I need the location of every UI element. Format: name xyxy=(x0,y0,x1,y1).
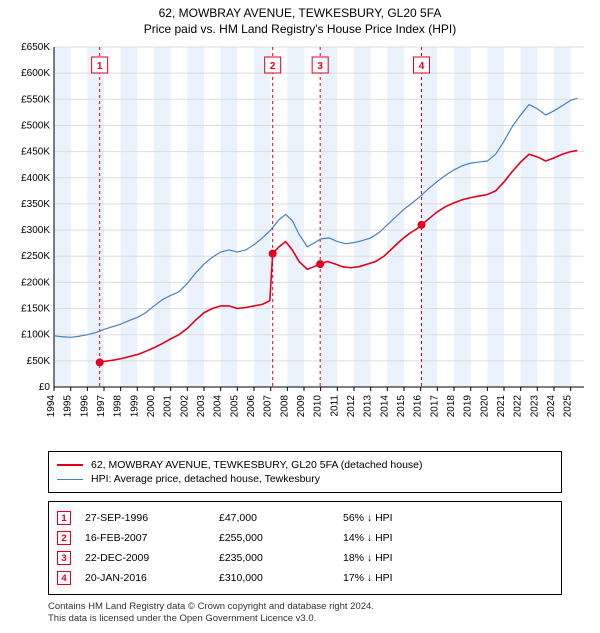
svg-text:1998: 1998 xyxy=(113,395,124,418)
transaction-row: 2 16-FEB-2007 £255,000 14% ↓ HPI xyxy=(57,528,553,548)
svg-text:2024: 2024 xyxy=(546,395,557,418)
legend: 62, MOWBRAY AVENUE, TEWKESBURY, GL20 5FA… xyxy=(48,451,562,493)
svg-text:1997: 1997 xyxy=(96,395,107,418)
svg-text:£300K: £300K xyxy=(21,225,50,236)
svg-text:£50K: £50K xyxy=(27,356,51,367)
transaction-price: £310,000 xyxy=(219,572,329,584)
svg-text:1995: 1995 xyxy=(63,395,74,418)
svg-text:£550K: £550K xyxy=(21,94,50,105)
svg-text:4: 4 xyxy=(419,61,425,72)
svg-text:2002: 2002 xyxy=(179,395,190,418)
svg-text:£500K: £500K xyxy=(21,121,50,132)
transaction-delta: 56% ↓ HPI xyxy=(343,512,553,524)
legend-item: 62, MOWBRAY AVENUE, TEWKESBURY, GL20 5FA… xyxy=(57,458,553,472)
svg-text:2019: 2019 xyxy=(463,395,474,418)
transaction-date: 22-DEC-2009 xyxy=(85,552,205,564)
svg-text:2012: 2012 xyxy=(346,395,357,418)
transaction-delta: 18% ↓ HPI xyxy=(343,552,553,564)
transaction-date: 16-FEB-2007 xyxy=(85,532,205,544)
price-chart: £0 £50K £100K £150K £200K £250K £300K £350K £400… xyxy=(8,41,592,441)
svg-text:2003: 2003 xyxy=(196,395,207,418)
svg-text:1994: 1994 xyxy=(46,395,57,418)
transaction-marker: 2 xyxy=(57,531,71,545)
svg-text:1996: 1996 xyxy=(79,395,90,418)
transaction-price: £255,000 xyxy=(219,532,329,544)
svg-text:2006: 2006 xyxy=(246,395,257,418)
transaction-date: 20-JAN-2016 xyxy=(85,572,205,584)
legend-label: 62, MOWBRAY AVENUE, TEWKESBURY, GL20 5FA… xyxy=(91,459,423,471)
svg-text:2010: 2010 xyxy=(313,395,324,418)
chart-title: 62, MOWBRAY AVENUE, TEWKESBURY, GL20 5FA… xyxy=(8,6,592,37)
svg-text:1999: 1999 xyxy=(129,395,140,418)
svg-text:3: 3 xyxy=(317,61,323,72)
legend-swatch xyxy=(57,464,83,466)
transaction-price: £235,000 xyxy=(219,552,329,564)
svg-text:£150K: £150K xyxy=(21,304,50,315)
transaction-row: 1 27-SEP-1996 £47,000 56% ↓ HPI xyxy=(57,508,553,528)
transaction-row: 4 20-JAN-2016 £310,000 17% ↓ HPI xyxy=(57,568,553,588)
svg-text:£450K: £450K xyxy=(21,147,50,158)
svg-text:2023: 2023 xyxy=(529,395,540,418)
transaction-marker: 3 xyxy=(57,551,71,565)
svg-text:2004: 2004 xyxy=(213,395,224,418)
svg-text:2014: 2014 xyxy=(379,395,390,418)
svg-text:2001: 2001 xyxy=(163,395,174,418)
svg-text:2000: 2000 xyxy=(146,395,157,418)
transaction-delta: 14% ↓ HPI xyxy=(343,532,553,544)
svg-text:2013: 2013 xyxy=(363,395,374,418)
svg-text:£200K: £200K xyxy=(21,278,50,289)
svg-text:£400K: £400K xyxy=(21,173,50,184)
svg-text:2020: 2020 xyxy=(479,395,490,418)
svg-text:£650K: £650K xyxy=(21,42,50,53)
svg-text:2: 2 xyxy=(270,61,276,72)
legend-item: HPI: Average price, detached house, Tewk… xyxy=(57,472,553,486)
license-text: Contains HM Land Registry data © Crown c… xyxy=(48,601,562,625)
svg-text:£350K: £350K xyxy=(21,199,50,210)
transactions-table: 1 27-SEP-1996 £47,000 56% ↓ HPI 2 16-FEB-2007… xyxy=(48,501,562,595)
svg-text:2011: 2011 xyxy=(329,395,340,417)
svg-text:£250K: £250K xyxy=(21,251,50,262)
svg-text:2009: 2009 xyxy=(296,395,307,418)
transaction-row: 3 22-DEC-2009 £235,000 18% ↓ HPI xyxy=(57,548,553,568)
svg-text:£100K: £100K xyxy=(21,330,50,341)
svg-text:2017: 2017 xyxy=(429,395,440,418)
transaction-delta: 17% ↓ HPI xyxy=(343,572,553,584)
svg-text:£0: £0 xyxy=(39,382,51,393)
legend-label: HPI: Average price, detached house, Tewk… xyxy=(91,473,320,485)
svg-text:2021: 2021 xyxy=(496,395,507,418)
transaction-price: £47,000 xyxy=(219,512,329,524)
svg-text:£600K: £600K xyxy=(21,68,50,79)
svg-text:2007: 2007 xyxy=(263,395,274,418)
svg-text:2022: 2022 xyxy=(513,395,524,418)
transaction-date: 27-SEP-1996 xyxy=(85,512,205,524)
transaction-marker: 1 xyxy=(57,511,71,525)
svg-text:2016: 2016 xyxy=(413,395,424,418)
transaction-marker: 4 xyxy=(57,571,71,585)
svg-text:2015: 2015 xyxy=(396,395,407,418)
svg-text:2005: 2005 xyxy=(229,395,240,418)
legend-swatch xyxy=(57,479,83,480)
svg-text:2008: 2008 xyxy=(279,395,290,418)
svg-text:1: 1 xyxy=(97,61,103,72)
svg-text:2018: 2018 xyxy=(446,395,457,418)
svg-text:2025: 2025 xyxy=(563,395,574,418)
